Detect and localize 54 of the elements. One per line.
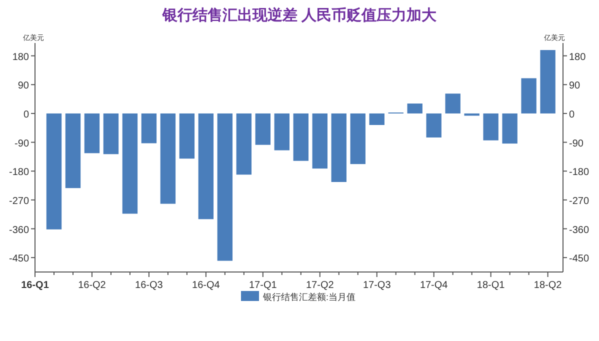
x-tick-label: 17-Q4	[420, 280, 448, 291]
x-tick-label: 17-Q3	[362, 280, 392, 291]
y-tick-label: 180	[12, 52, 30, 63]
x-tick-label: 18-Q2	[534, 280, 562, 291]
bar	[407, 104, 422, 114]
bar	[312, 113, 328, 169]
y-tick-label: 0	[23, 109, 30, 120]
x-tick-label: 16-Q1	[21, 280, 50, 291]
y2-tick-label: -270	[569, 196, 590, 207]
x-tick-label: 18-Q1	[476, 280, 506, 291]
x-tick-label: 16-Q2	[78, 280, 106, 291]
bar	[198, 113, 214, 220]
y2-tick-label: 180	[569, 52, 586, 63]
bar	[103, 113, 119, 154]
y2-tick-label: 0	[569, 109, 575, 120]
bar	[160, 113, 176, 204]
bar	[540, 50, 556, 114]
legend-label: 银行结售汇差额:当月值	[262, 292, 356, 302]
bar	[46, 113, 62, 230]
bar	[464, 113, 480, 116]
bar	[350, 113, 366, 164]
bar	[122, 113, 138, 214]
bar	[426, 113, 442, 138]
bar	[255, 113, 271, 145]
x-tick-label: 17-Q1	[249, 280, 278, 291]
y-tick-label: -270	[8, 196, 30, 207]
y2-tick-label: -450	[569, 254, 590, 265]
y-tick-label: -360	[8, 224, 30, 236]
bar	[483, 113, 498, 140]
y2-tick-label: 90	[569, 80, 581, 92]
chart-title: 银行结售汇出现逆差 人民币贬值压力加大	[161, 7, 438, 24]
bar	[331, 113, 346, 182]
y2-tick-label: -180	[569, 167, 590, 178]
x-tick-label: 17-Q2	[306, 280, 334, 291]
x-tick-label: 16-Q4	[192, 280, 220, 291]
bar	[445, 94, 460, 114]
bar	[217, 113, 233, 261]
bar	[236, 113, 252, 175]
bar	[369, 113, 384, 125]
x-tick-label: 16-Q3	[135, 280, 164, 291]
y-tick-label: -90	[14, 138, 30, 150]
y2-tick-label: -360	[569, 224, 590, 236]
y2-tick-label: -90	[569, 138, 584, 150]
bar	[84, 113, 100, 154]
bar	[141, 113, 157, 144]
y-tick-label: 90	[18, 80, 30, 92]
y-tick-label: -450	[8, 254, 30, 265]
bar	[293, 113, 308, 161]
bar	[179, 113, 195, 159]
y-tick-label: -180	[8, 167, 30, 178]
bar	[521, 78, 536, 114]
bar	[65, 113, 81, 188]
bar	[502, 113, 518, 144]
bar	[274, 113, 290, 150]
